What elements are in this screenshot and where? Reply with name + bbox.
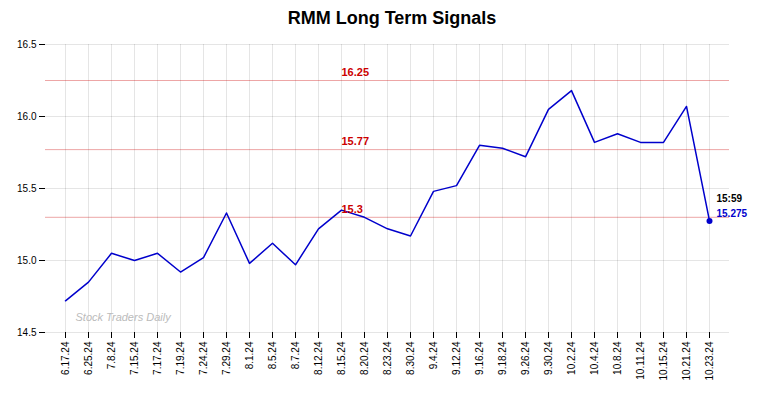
- svg-text:8.30.24: 8.30.24: [405, 341, 416, 375]
- svg-text:16.0: 16.0: [17, 111, 37, 122]
- svg-text:10.8.24: 10.8.24: [612, 341, 623, 375]
- svg-text:8.23.24: 8.23.24: [382, 341, 393, 375]
- svg-text:8.7.24: 8.7.24: [290, 341, 301, 369]
- svg-text:Stock Traders Daily: Stock Traders Daily: [76, 311, 173, 323]
- svg-text:9.26.24: 9.26.24: [520, 341, 531, 375]
- svg-text:6.17.24: 6.17.24: [60, 341, 71, 375]
- svg-text:16.5: 16.5: [17, 39, 37, 50]
- svg-text:10.2.24: 10.2.24: [566, 341, 577, 375]
- svg-text:10.23.24: 10.23.24: [704, 341, 715, 380]
- svg-text:10.11.24: 10.11.24: [635, 341, 646, 380]
- svg-text:7.19.24: 7.19.24: [175, 341, 186, 375]
- svg-text:15.0: 15.0: [17, 255, 37, 266]
- svg-text:9.12.24: 9.12.24: [451, 341, 462, 375]
- svg-text:14.5: 14.5: [17, 327, 37, 338]
- svg-text:10.21.24: 10.21.24: [681, 341, 692, 380]
- svg-text:10.15.24: 10.15.24: [658, 341, 669, 380]
- svg-text:7.24.24: 7.24.24: [198, 341, 209, 375]
- html-text:RMM Long Term Signals: RMM Long Term Signals: [287, 8, 497, 28]
- svg-text:8.20.24: 8.20.24: [359, 341, 370, 375]
- svg-text:7.17.24: 7.17.24: [152, 341, 163, 375]
- svg-text:7.15.24: 7.15.24: [129, 341, 140, 375]
- svg-text:8.12.24: 8.12.24: [313, 341, 324, 375]
- svg-text:8.5.24: 8.5.24: [267, 341, 278, 369]
- svg-text:9.4.24: 9.4.24: [428, 341, 439, 369]
- svg-text:15.3: 15.3: [342, 203, 363, 215]
- svg-text:9.16.24: 9.16.24: [474, 341, 485, 375]
- svg-text:15.77: 15.77: [342, 135, 370, 147]
- svg-text:10.4.24: 10.4.24: [589, 341, 600, 375]
- svg-text:8.1.24: 8.1.24: [244, 341, 255, 369]
- svg-text:16.25: 16.25: [342, 66, 370, 78]
- svg-text:6.25.24: 6.25.24: [83, 341, 94, 375]
- svg-text:15:59: 15:59: [717, 193, 743, 204]
- svg-text:9.30.24: 9.30.24: [543, 341, 554, 375]
- svg-text:7.8.24: 7.8.24: [106, 341, 117, 369]
- svg-text:15.275: 15.275: [717, 208, 748, 219]
- svg-text:7.29.24: 7.29.24: [221, 341, 232, 375]
- svg-text:15.5: 15.5: [17, 183, 37, 194]
- svg-text:8.15.24: 8.15.24: [336, 341, 347, 375]
- svg-text:9.18.24: 9.18.24: [497, 341, 508, 375]
